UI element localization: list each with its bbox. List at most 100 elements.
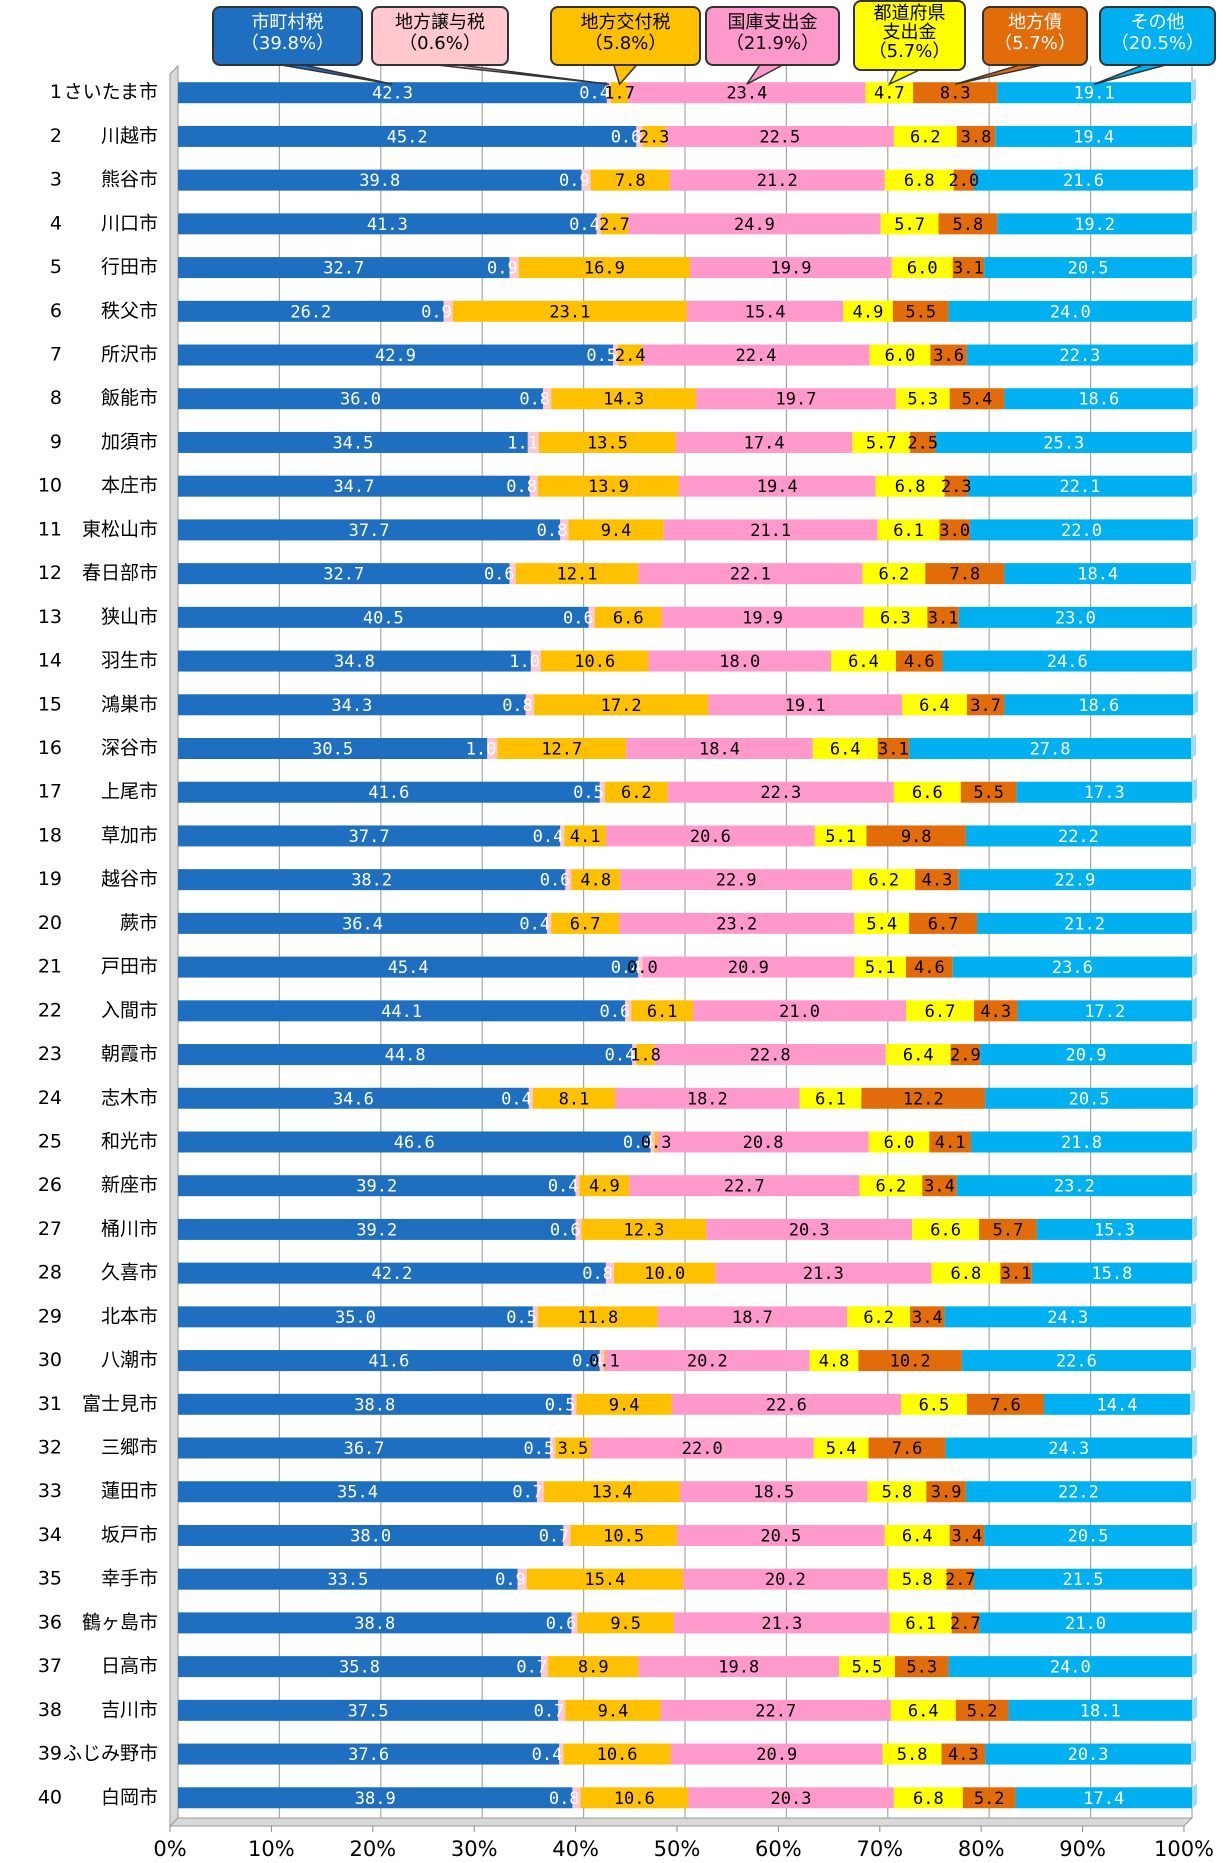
data-label: 37.7 — [349, 521, 390, 541]
bar-end-cap — [1193, 165, 1199, 191]
data-label: 0.6 — [484, 565, 515, 585]
data-label: 45.4 — [388, 958, 429, 978]
legend-label: 地方交付税 — [580, 12, 671, 33]
bar-segment — [178, 125, 637, 147]
bar-segment — [559, 1743, 564, 1765]
data-label: 27.8 — [1030, 740, 1071, 760]
data-label: 6.2 — [863, 1308, 894, 1328]
y-tick-label: 蕨市 — [120, 912, 158, 934]
data-label: 34.5 — [332, 433, 373, 453]
data-label: 0.4 — [623, 1133, 654, 1153]
y-tick-label: 深谷市 — [101, 737, 158, 759]
data-label: 5.5 — [852, 1658, 883, 1678]
data-label: 18.6 — [1078, 390, 1119, 410]
bar-segment — [525, 694, 534, 716]
data-label: 19.2 — [1074, 215, 1115, 235]
data-label: 3.7 — [970, 696, 1001, 716]
bar-segment — [1000, 1262, 1032, 1284]
data-label: 18.2 — [687, 1089, 728, 1109]
bar-segment — [926, 1481, 966, 1503]
bar-segment — [590, 1437, 814, 1459]
data-label: 6.7 — [570, 914, 601, 934]
bar-segment — [966, 694, 1005, 716]
row-number: 37 — [38, 1655, 62, 1677]
bar-end-cap — [1192, 427, 1197, 453]
data-label: 0.8 — [502, 696, 533, 716]
data-label: 22.7 — [755, 1701, 796, 1721]
data-label: 19.9 — [742, 608, 783, 628]
bar-end-cap — [1192, 1564, 1197, 1590]
row-number: 1 — [50, 81, 62, 103]
bar-end-cap — [1190, 1739, 1196, 1765]
bar-segment — [884, 169, 954, 191]
row-number: 40 — [38, 1786, 62, 1808]
bar-segment — [541, 1656, 549, 1678]
bar-segment — [961, 1350, 1191, 1372]
data-label: 4.7 — [874, 84, 905, 104]
data-label: 19.1 — [785, 696, 826, 716]
bar-segment — [867, 1481, 927, 1503]
data-label: 2.7 — [950, 1614, 981, 1634]
data-label: 21.6 — [1063, 171, 1104, 191]
bar-segment — [178, 1699, 559, 1721]
data-label: 0.5 — [586, 346, 617, 366]
y-tick-label: 狭山市 — [101, 606, 158, 628]
bar-segment — [1004, 563, 1191, 585]
y-tick-label: 朝霞市 — [101, 1043, 158, 1065]
data-label: 42.3 — [372, 84, 413, 104]
data-label: 24.3 — [1048, 1439, 1089, 1459]
data-label: 15.3 — [1094, 1220, 1135, 1240]
bar-segment — [178, 431, 528, 453]
bar-segment — [178, 1437, 551, 1459]
bar-segment — [955, 1699, 1009, 1721]
bar-segment — [178, 1787, 573, 1809]
data-label: 4.3 — [948, 1745, 979, 1765]
row-number: 19 — [38, 868, 62, 890]
data-label: 22.6 — [766, 1395, 807, 1415]
bar-segment — [614, 1262, 716, 1284]
bar-segment — [654, 1131, 658, 1153]
bar-segment — [906, 1000, 974, 1022]
bar-segment — [178, 650, 531, 672]
bar-segment — [895, 388, 950, 410]
bar-segment — [861, 1087, 986, 1109]
bar-segment — [526, 1568, 683, 1590]
bar-segment — [696, 388, 896, 410]
legend-share: （39.8%） — [240, 33, 335, 54]
bar-segment — [1004, 388, 1194, 410]
data-label: 19.4 — [1073, 127, 1114, 147]
x-tick-label: 20% — [349, 1837, 396, 1861]
data-label: 5.7 — [866, 433, 897, 453]
bar-segment — [572, 1787, 581, 1809]
bar-segment — [953, 169, 974, 191]
data-label: 17.2 — [601, 696, 642, 716]
bar-segment — [960, 781, 1017, 803]
bar-segment — [443, 300, 453, 322]
bar-segment — [452, 300, 688, 322]
bar-segment — [893, 781, 961, 803]
data-label: 24.9 — [734, 215, 775, 235]
data-label: 6.0 — [907, 259, 938, 279]
row-number: 39 — [38, 1743, 62, 1765]
data-label: 1.7 — [604, 84, 635, 104]
data-label: 42.9 — [375, 346, 416, 366]
bar-segment — [1036, 1218, 1192, 1240]
data-label: 14.4 — [1096, 1395, 1137, 1415]
bar-segment — [854, 956, 907, 978]
data-label: 0.7 — [516, 1658, 547, 1678]
data-label: 6.7 — [925, 1002, 956, 1022]
data-label: 33.5 — [327, 1570, 368, 1590]
bar-segment — [799, 1087, 862, 1109]
bar-segment — [605, 1262, 615, 1284]
bar-segment — [178, 1656, 542, 1678]
data-label: 17.3 — [1084, 783, 1125, 803]
bar-segment — [690, 257, 892, 279]
data-label: 6.8 — [904, 171, 935, 191]
data-label: 22.0 — [682, 1439, 723, 1459]
data-label: 0.4 — [519, 914, 550, 934]
data-label: 0.6 — [563, 608, 594, 628]
bar-segment — [178, 825, 561, 847]
bar-segment — [565, 869, 572, 891]
callout-pointer — [427, 63, 610, 85]
bar-segment — [551, 912, 620, 934]
